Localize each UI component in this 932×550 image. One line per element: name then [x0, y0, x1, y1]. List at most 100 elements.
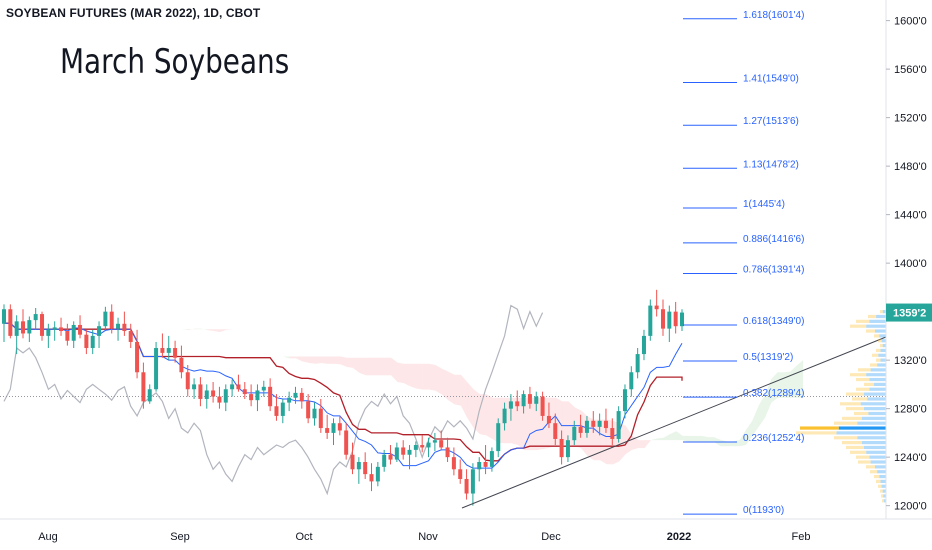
- candle-body[interactable]: [413, 445, 418, 450]
- candle-body[interactable]: [179, 357, 184, 373]
- candle-body[interactable]: [502, 408, 507, 424]
- candle-body[interactable]: [52, 327, 57, 330]
- candle-body[interactable]: [274, 406, 279, 416]
- candle-body[interactable]: [477, 462, 482, 470]
- candle-body[interactable]: [375, 466, 380, 482]
- candle-body[interactable]: [287, 397, 292, 403]
- candle-body[interactable]: [103, 311, 108, 327]
- candle-body[interactable]: [14, 321, 19, 336]
- candle-body[interactable]: [230, 384, 235, 390]
- candle-body[interactable]: [185, 372, 190, 390]
- candle-body[interactable]: [673, 311, 678, 327]
- candle-body[interactable]: [622, 389, 627, 412]
- candle-body[interactable]: [648, 305, 653, 336]
- candle-body[interactable]: [293, 392, 298, 398]
- trendline[interactable]: [461, 336, 887, 509]
- candle-body[interactable]: [109, 311, 114, 329]
- candle-body[interactable]: [508, 401, 513, 409]
- candle-body[interactable]: [483, 462, 488, 467]
- candle-body[interactable]: [261, 386, 266, 391]
- candle-body[interactable]: [584, 420, 589, 433]
- candle-body[interactable]: [223, 389, 228, 403]
- candle-body[interactable]: [660, 309, 665, 329]
- candle-body[interactable]: [527, 394, 532, 404]
- candle-body[interactable]: [160, 348, 165, 353]
- candle-body[interactable]: [546, 415, 551, 424]
- candle-body[interactable]: [344, 430, 349, 455]
- candle-body[interactable]: [46, 329, 51, 336]
- candle-body[interactable]: [141, 372, 146, 402]
- candle-body[interactable]: [40, 314, 45, 336]
- candle-body[interactable]: [610, 428, 615, 439]
- candle-body[interactable]: [426, 442, 431, 448]
- candle-body[interactable]: [401, 447, 406, 455]
- candle-body[interactable]: [394, 447, 399, 460]
- candle-body[interactable]: [534, 396, 539, 404]
- candle-body[interactable]: [192, 384, 197, 390]
- candle-body[interactable]: [249, 394, 254, 401]
- candle-body[interactable]: [363, 462, 368, 475]
- candle-body[interactable]: [496, 423, 501, 452]
- candle-body[interactable]: [420, 445, 425, 448]
- candle-body[interactable]: [667, 311, 672, 329]
- candle-body[interactable]: [432, 440, 437, 443]
- candle-body[interactable]: [489, 451, 494, 467]
- candle-body[interactable]: [122, 323, 127, 332]
- candle-body[interactable]: [565, 440, 570, 458]
- candle-body[interactable]: [350, 454, 355, 470]
- candle-body[interactable]: [59, 327, 64, 332]
- candle-body[interactable]: [572, 426, 577, 441]
- candle-body[interactable]: [71, 324, 76, 341]
- candle-body[interactable]: [211, 390, 216, 397]
- candle-body[interactable]: [217, 396, 222, 403]
- candle-body[interactable]: [458, 469, 463, 479]
- candle-body[interactable]: [337, 423, 342, 431]
- candle-body[interactable]: [299, 392, 304, 402]
- candle-body[interactable]: [445, 447, 450, 458]
- candle-body[interactable]: [306, 401, 311, 419]
- candle-body[interactable]: [97, 326, 102, 336]
- candle-body[interactable]: [641, 335, 646, 355]
- candle-body[interactable]: [84, 334, 89, 349]
- candle-body[interactable]: [280, 402, 285, 416]
- candle-body[interactable]: [147, 389, 152, 402]
- candle-body[interactable]: [597, 420, 602, 427]
- candle-body[interactable]: [312, 408, 317, 419]
- candle-body[interactable]: [603, 420, 608, 429]
- candle-body[interactable]: [116, 323, 121, 329]
- candle-body[interactable]: [318, 408, 323, 429]
- candle-body[interactable]: [204, 390, 209, 399]
- candle-body[interactable]: [382, 454, 387, 467]
- candle-body[interactable]: [521, 394, 526, 407]
- candle-body[interactable]: [128, 331, 133, 342]
- candle-body[interactable]: [388, 454, 393, 460]
- candle-body[interactable]: [65, 331, 70, 341]
- candle-body[interactable]: [173, 348, 178, 358]
- candle-body[interactable]: [654, 305, 659, 310]
- candle-body[interactable]: [540, 396, 545, 416]
- candle-body[interactable]: [255, 390, 260, 401]
- candle-body[interactable]: [21, 321, 26, 334]
- candle-body[interactable]: [635, 354, 640, 373]
- candle-body[interactable]: [325, 428, 330, 433]
- candle-body[interactable]: [559, 438, 564, 458]
- candle-body[interactable]: [90, 335, 95, 349]
- candle-body[interactable]: [616, 411, 621, 439]
- candle-body[interactable]: [242, 389, 247, 395]
- candle-body[interactable]: [439, 440, 444, 448]
- candle-body[interactable]: [236, 384, 241, 390]
- candle-body[interactable]: [78, 324, 83, 335]
- candle-body[interactable]: [515, 401, 520, 407]
- candle-body[interactable]: [464, 478, 469, 494]
- candle-body[interactable]: [451, 457, 456, 470]
- candle-body[interactable]: [470, 469, 475, 494]
- candle-body[interactable]: [356, 462, 361, 470]
- candle-body[interactable]: [135, 341, 140, 373]
- candle-body[interactable]: [154, 348, 159, 390]
- candle-body[interactable]: [680, 312, 684, 327]
- candle-body[interactable]: [553, 423, 558, 439]
- candle-body[interactable]: [2, 309, 6, 324]
- candle-body[interactable]: [578, 426, 583, 433]
- candle-body[interactable]: [8, 309, 13, 336]
